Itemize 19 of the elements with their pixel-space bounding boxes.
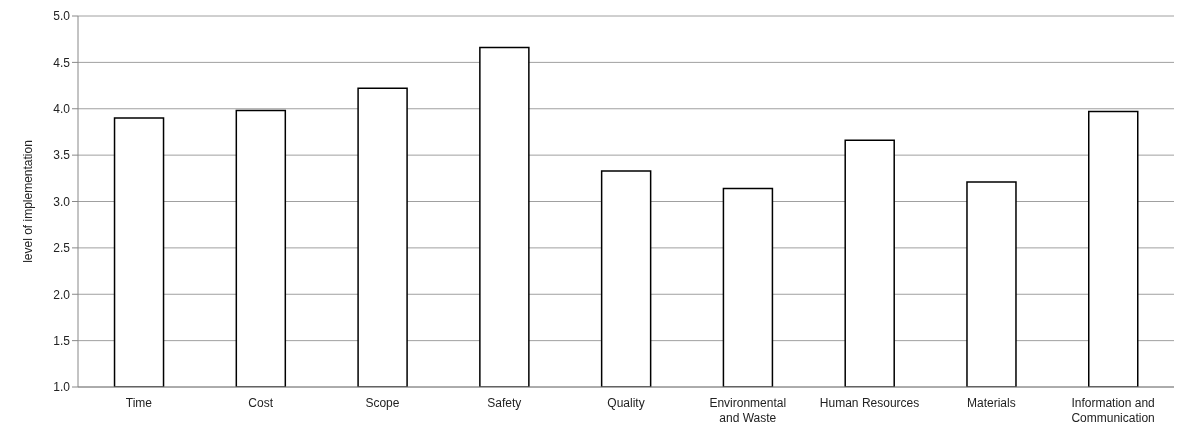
x-tick-label: Cost [248,396,274,410]
x-tick-label: Safety [487,396,522,410]
x-tick-label: Scope [365,396,400,410]
x-tick-label: Human Resources [819,396,920,410]
x-tick-label: Environmental and Waste [709,396,787,425]
y-tick-label: 1.5 [53,333,71,348]
x-tick-label: Materials [966,396,1016,410]
x-tick-label: Quality [607,396,645,410]
y-tick-label: 2.0 [53,287,71,302]
x-tick-label: Information and Communication [1071,396,1155,425]
y-tick-label: 3.5 [53,148,71,163]
y-tick-label: 1.0 [53,380,71,395]
y-tick-label: 5.0 [53,9,71,24]
x-tick-label: Time [125,396,153,410]
y-tick-label: 3.0 [53,194,71,209]
y-tick-label: 4.0 [53,102,71,117]
y-axis-title: level of implementation [21,140,36,263]
y-tick-label: 2.5 [53,241,71,256]
y-tick-label: 4.5 [53,55,71,70]
